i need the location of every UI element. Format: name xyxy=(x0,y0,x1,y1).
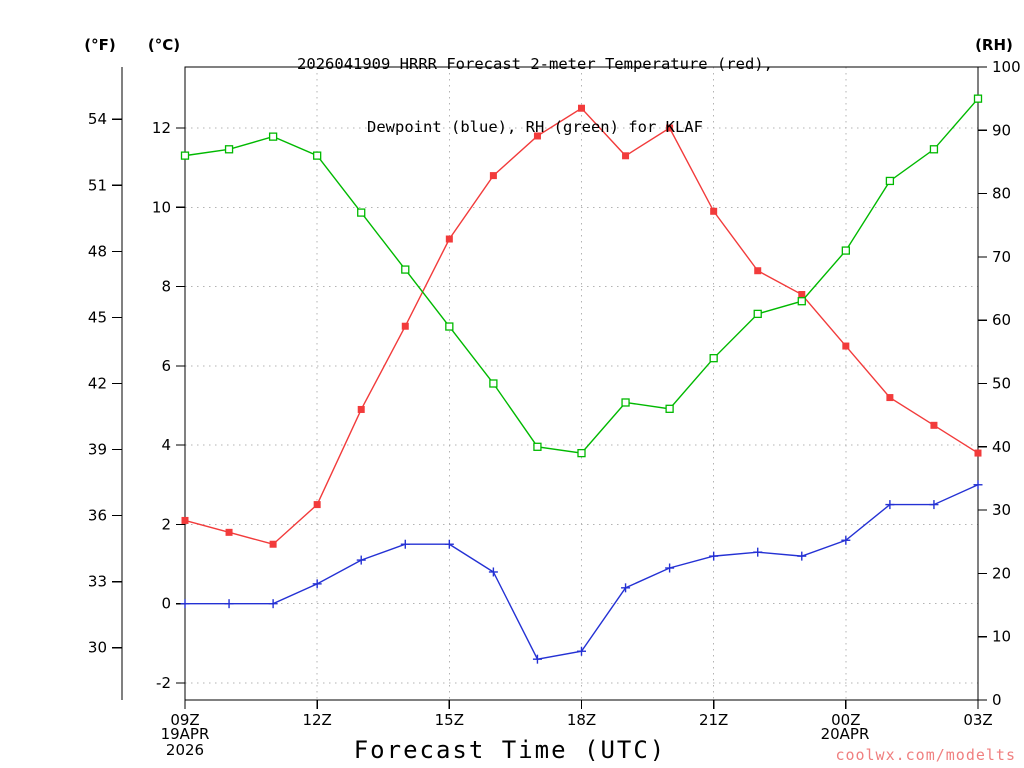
rh-axis: 0 10 20 30 40 50 60 70 80 90 100 xyxy=(978,58,1021,709)
filled-square-marker xyxy=(225,528,233,536)
fahrenheit-tick-label: 54 xyxy=(88,110,107,128)
open-square-marker xyxy=(268,132,278,141)
filled-square-marker xyxy=(710,207,718,215)
open-square-marker xyxy=(357,208,366,217)
rh-tick-label: 90 xyxy=(992,121,1011,139)
open-square-marker xyxy=(180,151,190,160)
chart-title: 2026041909 HRRR Forecast 2-meter Tempera… xyxy=(185,12,885,159)
plot-border xyxy=(184,66,979,701)
time-tick-label: 18Z xyxy=(567,711,596,729)
open-square-marker xyxy=(489,379,498,388)
filled-square-marker xyxy=(798,291,806,299)
open-square-marker xyxy=(665,404,674,413)
start-date-line2: 2026 xyxy=(165,741,205,759)
filled-square-marker xyxy=(445,235,453,243)
open-square-marker xyxy=(445,322,454,331)
rh-axis-unit-label: (RH) xyxy=(975,36,1013,54)
filled-square-marker xyxy=(666,124,674,132)
filled-square-marker xyxy=(313,501,321,509)
rh-tick-label: 70 xyxy=(992,248,1011,266)
filled-square-marker xyxy=(930,421,938,429)
rh-tick-label: 40 xyxy=(992,438,1011,456)
filled-square-marker xyxy=(622,152,630,160)
open-square-marker xyxy=(401,265,410,274)
open-square-marker xyxy=(885,176,895,186)
plot-frame xyxy=(184,66,979,701)
fahrenheit-tick-label: 45 xyxy=(88,308,107,326)
time-tick-label: 15Z xyxy=(435,711,464,729)
chart-title-line1: 2026041909 HRRR Forecast 2-meter Tempera… xyxy=(297,55,773,73)
fahrenheit-tick-label: 30 xyxy=(88,639,107,657)
filled-square-marker xyxy=(533,132,541,140)
filled-square-marker xyxy=(489,172,497,180)
rh-tick-label: 50 xyxy=(992,375,1011,393)
celsius-tick-label: 12 xyxy=(152,119,171,137)
celsius-tick-label: 8 xyxy=(161,278,171,296)
fahrenheit-tick-label: 48 xyxy=(88,242,107,260)
rh-tick-label: 100 xyxy=(992,58,1021,76)
rh-series xyxy=(180,94,983,458)
fahrenheit-tick-label: 33 xyxy=(88,573,107,591)
celsius-tick-label: 0 xyxy=(161,595,171,613)
rh-tick-label: 0 xyxy=(992,691,1002,709)
celsius-tick-label: 2 xyxy=(161,515,171,533)
celsius-tick-label: -2 xyxy=(156,674,171,692)
filled-square-marker xyxy=(886,394,894,402)
open-square-marker xyxy=(929,145,939,154)
filled-square-marker xyxy=(974,449,982,457)
fahrenheit-tick-label: 42 xyxy=(88,374,107,392)
open-square-marker xyxy=(621,398,630,407)
rh-tick-label: 80 xyxy=(992,185,1011,203)
start-date-label: 19APR 2026 xyxy=(140,726,230,758)
fahrenheit-tick-label: 36 xyxy=(88,507,107,525)
open-square-marker xyxy=(533,442,542,451)
open-square-marker xyxy=(753,309,762,319)
filled-square-marker xyxy=(357,405,365,413)
rh-tick-label: 30 xyxy=(992,501,1011,519)
rh-tick-label: 20 xyxy=(992,564,1011,582)
open-square-marker xyxy=(973,94,983,103)
grid-lines xyxy=(185,67,978,700)
time-axis: 09Z 12Z 15Z 18Z 21Z 00Z 03Z xyxy=(170,700,993,729)
celsius-axis-unit-label: (°C) xyxy=(147,36,181,54)
watermark-text: coolwx.com/modelts xyxy=(835,746,1016,764)
fahrenheit-tick-label: 51 xyxy=(88,176,107,194)
time-tick-label: 03Z xyxy=(963,711,992,729)
open-square-marker xyxy=(797,297,806,306)
time-tick-label: 09Z xyxy=(170,711,199,729)
open-square-marker xyxy=(709,354,718,363)
time-tick-label: 00Z xyxy=(831,711,860,729)
fahrenheit-axis-unit-label: (°F) xyxy=(84,36,116,54)
celsius-axis: -2 0 2 4 6 8 10 12 xyxy=(152,119,185,692)
fahrenheit-axis: 30 33 36 39 42 45 48 51 54 xyxy=(88,67,123,700)
dewpoint-series xyxy=(180,480,983,664)
celsius-tick-label: 10 xyxy=(152,198,171,216)
start-date-line1: 19APR xyxy=(160,725,210,743)
filled-square-marker xyxy=(754,267,762,275)
open-square-marker xyxy=(577,448,586,458)
filled-square-marker xyxy=(578,104,585,112)
open-square-marker xyxy=(224,145,234,154)
filled-square-marker xyxy=(269,540,277,548)
rh-tick-label: 10 xyxy=(992,628,1011,646)
chart-title-line2: Dewpoint (blue), RH (green) for KLAF xyxy=(367,118,703,136)
x-axis-title: Forecast Time (UTC) xyxy=(353,736,667,764)
filled-square-marker xyxy=(842,342,850,350)
filled-square-marker xyxy=(401,322,409,330)
rh-tick-label: 60 xyxy=(992,311,1011,329)
celsius-tick-label: 4 xyxy=(161,436,171,454)
filled-square-marker xyxy=(181,516,189,524)
fahrenheit-tick-label: 39 xyxy=(88,441,107,459)
open-square-marker xyxy=(313,151,322,160)
open-square-marker xyxy=(841,246,850,255)
temperature-series xyxy=(181,104,982,548)
next-day-date-label: 20APR xyxy=(820,725,870,743)
time-tick-label: 21Z xyxy=(699,711,728,729)
time-tick-label: 12Z xyxy=(302,711,331,729)
celsius-tick-label: 6 xyxy=(161,357,171,375)
